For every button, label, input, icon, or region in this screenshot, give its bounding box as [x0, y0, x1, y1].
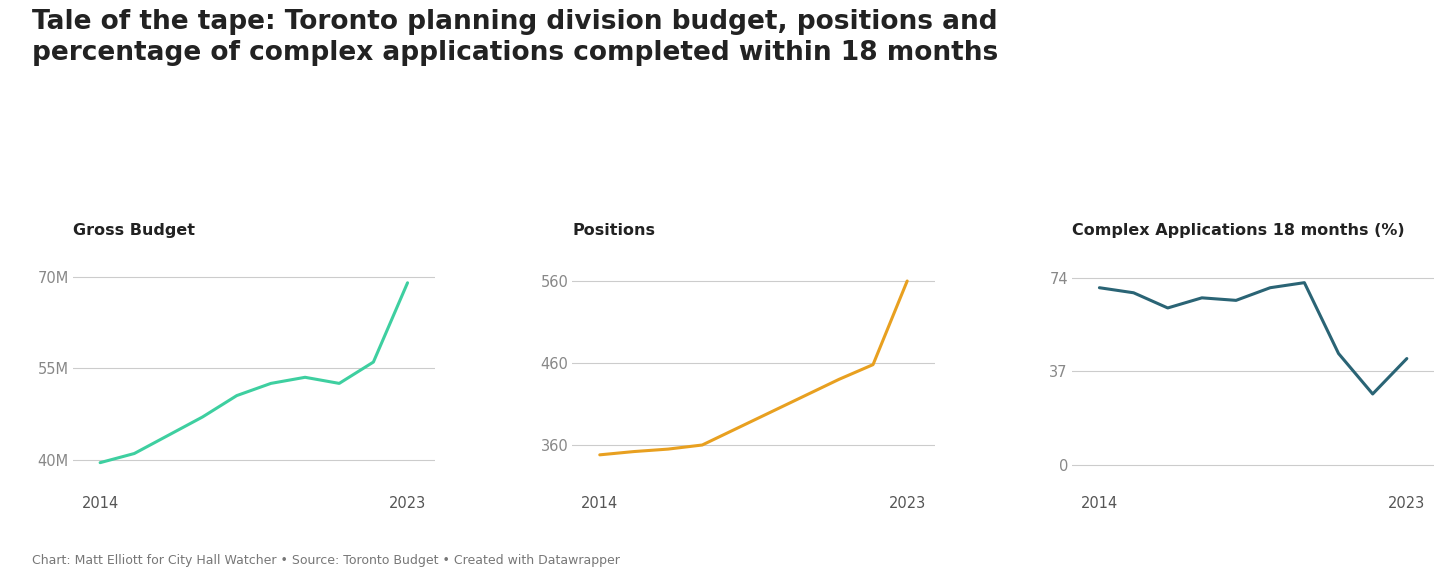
Text: Gross Budget: Gross Budget — [73, 223, 195, 238]
Text: Tale of the tape: Toronto planning division budget, positions and
percentage of : Tale of the tape: Toronto planning divis… — [32, 9, 999, 66]
Text: Chart: Matt Elliott for City Hall Watcher • Source: Toronto Budget • Created wit: Chart: Matt Elliott for City Hall Watche… — [32, 554, 620, 567]
Text: Complex Applications 18 months (%): Complex Applications 18 months (%) — [1072, 223, 1405, 238]
Text: Positions: Positions — [572, 223, 655, 238]
